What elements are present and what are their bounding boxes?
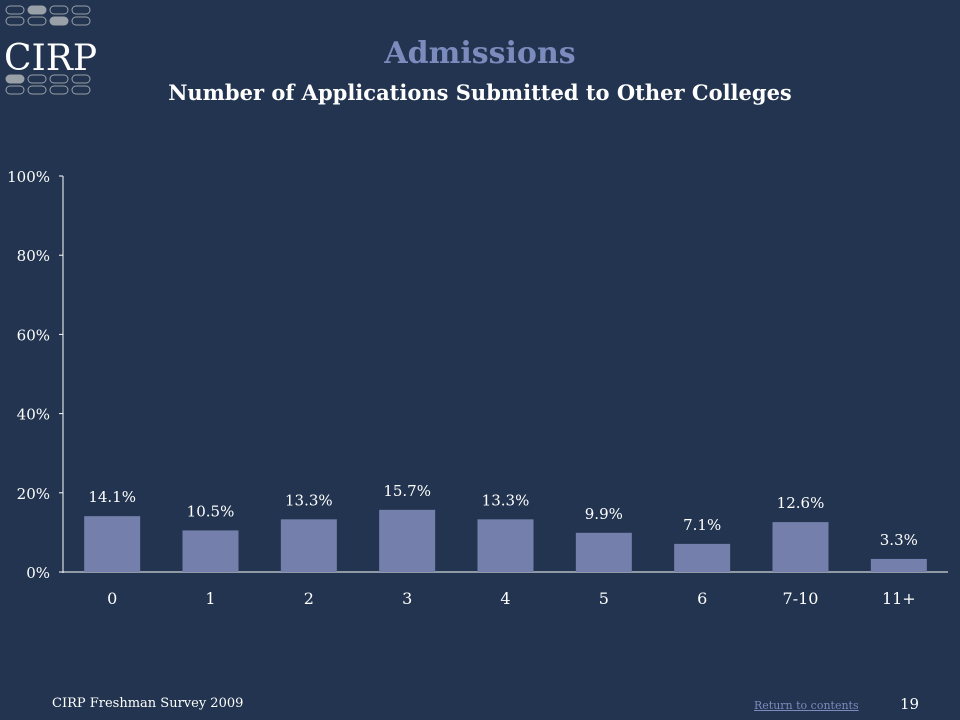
- bar: [477, 519, 534, 572]
- data-label: 9.9%: [585, 505, 623, 523]
- bar: [772, 522, 829, 572]
- y-tick-label: 80%: [17, 247, 50, 265]
- cirp-logo: CIRP: [4, 5, 96, 95]
- logo-oval: [27, 5, 47, 15]
- x-tick-label: 0: [107, 589, 117, 608]
- logo-oval: [49, 74, 69, 84]
- bar: [280, 519, 337, 572]
- x-tick-label: 7-10: [783, 589, 819, 608]
- y-tick-label: 20%: [17, 485, 50, 503]
- logo-text: CIRP: [4, 38, 96, 79]
- data-label: 7.1%: [683, 516, 721, 534]
- logo-oval: [49, 5, 69, 15]
- data-label: 14.1%: [88, 488, 136, 506]
- logo-oval: [71, 85, 91, 95]
- data-label: 12.6%: [777, 494, 825, 512]
- data-label: 15.7%: [383, 482, 431, 500]
- logo-oval: [5, 16, 25, 26]
- page-title: Admissions: [384, 36, 576, 71]
- y-tick-label: 100%: [7, 168, 50, 186]
- logo-oval: [27, 74, 47, 84]
- bar: [870, 558, 927, 572]
- x-tick-label: 6: [697, 589, 707, 608]
- logo-oval: [27, 85, 47, 95]
- logo-oval: [49, 85, 69, 95]
- logo-oval: [5, 5, 25, 15]
- bar: [182, 530, 239, 572]
- y-tick-label: 40%: [17, 406, 50, 424]
- logo-oval: [5, 74, 25, 84]
- return-to-contents-link[interactable]: Return to contents: [754, 699, 859, 712]
- survey-label: CIRP Freshman Survey 2009: [52, 696, 244, 711]
- x-tick-label: 3: [402, 589, 412, 608]
- y-tick-label: 0%: [26, 564, 50, 582]
- page-number: 19: [900, 695, 920, 713]
- x-tick-label: 5: [599, 589, 609, 608]
- data-label: 13.3%: [285, 491, 333, 509]
- bar: [674, 543, 731, 572]
- logo-oval: [5, 85, 25, 95]
- bar: [379, 509, 436, 572]
- data-label: 3.3%: [880, 531, 918, 549]
- data-label: 13.3%: [482, 491, 530, 509]
- x-tick-label: 1: [205, 589, 215, 608]
- logo-oval: [71, 74, 91, 84]
- logo-oval: [71, 5, 91, 15]
- y-tick-label: 60%: [17, 326, 50, 344]
- x-tick-label: 11+: [882, 589, 916, 608]
- bar: [84, 516, 141, 572]
- logo-oval: [71, 16, 91, 26]
- x-tick-label: 4: [500, 589, 510, 608]
- x-tick-label: 2: [304, 589, 314, 608]
- data-label: 10.5%: [187, 502, 235, 520]
- logo-oval: [49, 16, 69, 26]
- chart-subtitle: Number of Applications Submitted to Othe…: [168, 80, 792, 105]
- bar: [575, 532, 632, 572]
- logo-oval: [27, 16, 47, 26]
